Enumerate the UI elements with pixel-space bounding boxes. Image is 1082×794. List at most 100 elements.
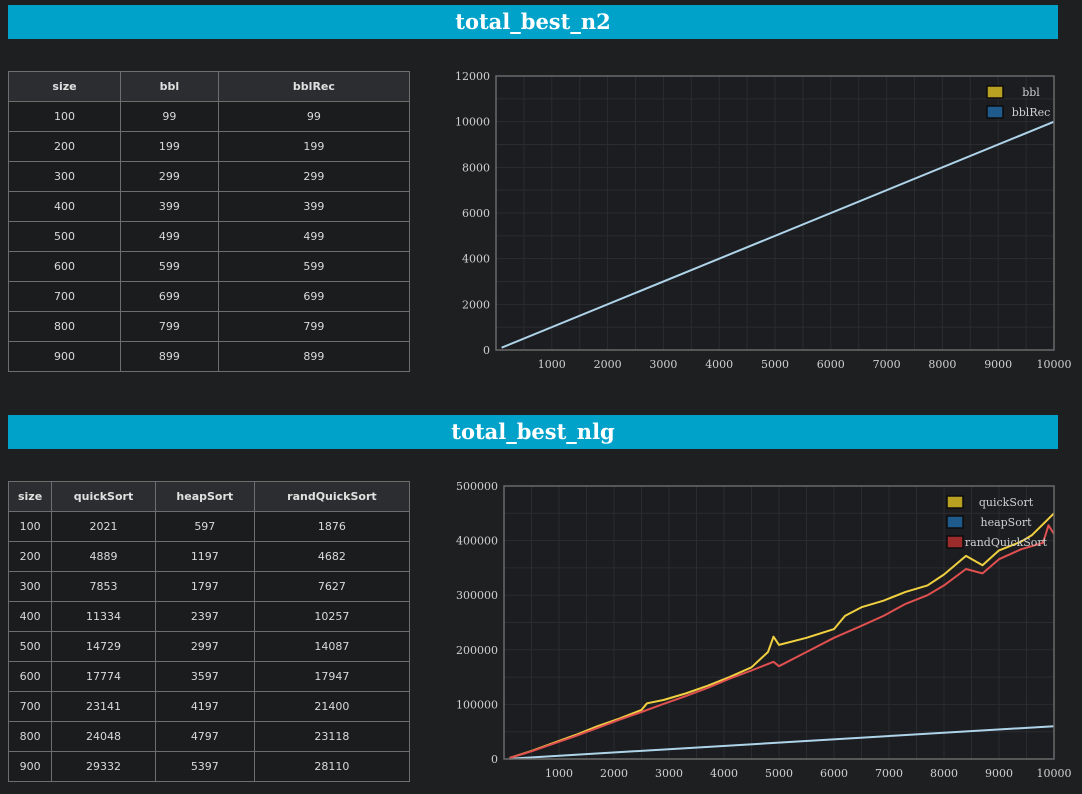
x-tick-label: 8000 — [928, 358, 956, 371]
table-cell: 24048 — [51, 721, 156, 752]
legend-label-randQuickSort: randQuickSort — [965, 536, 1048, 549]
table-row: 600 17774 3597 17947 — [7, 661, 411, 692]
table-cell: 699 — [217, 281, 411, 312]
table-row: 400 399 399 — [8, 191, 411, 222]
series-line-quickSort — [509, 512, 1055, 759]
x-tick-label: 3000 — [655, 767, 683, 780]
table-cell: 500 — [8, 221, 121, 252]
x-tick-label: 1000 — [538, 358, 566, 371]
table-row: 100 99 99 — [8, 101, 411, 132]
table-cell: 4197 — [154, 691, 255, 722]
table-cell: 200 — [8, 131, 121, 162]
table-cell: 7627 — [253, 571, 411, 602]
table-cell: 100 — [8, 101, 121, 132]
table-cell: 17774 — [51, 661, 156, 692]
table-row: 200 4889 1197 4682 — [7, 541, 411, 572]
table-cell: 900 — [7, 751, 53, 782]
table-row: 400 11334 2397 10257 — [7, 601, 411, 632]
table-cell: 799 — [217, 311, 411, 342]
y-tick-label: 8000 — [462, 161, 490, 174]
table-cell: 21400 — [253, 691, 411, 722]
series-line-bblRec — [501, 120, 1055, 349]
table-row: 300 7853 1797 7627 — [7, 571, 411, 602]
table-cell: 500 — [7, 631, 53, 662]
table-row: 600 599 599 — [8, 251, 411, 282]
plot-frame — [503, 485, 1055, 760]
table-cell: 799 — [120, 311, 219, 342]
table-cell: 597 — [154, 511, 255, 542]
table-cell: 23141 — [51, 691, 156, 722]
section-title-n2: total_best_n2 — [8, 5, 1058, 39]
table-cell: 14087 — [253, 631, 411, 662]
table-cell: 900 — [8, 341, 121, 372]
table-header-row: size bbl bblRec — [8, 71, 411, 102]
table-row: 500 14729 2997 14087 — [7, 631, 411, 662]
table-cell: 899 — [217, 341, 411, 372]
table-cell: 200 — [7, 541, 53, 572]
table-cell: 2397 — [154, 601, 255, 632]
table-cell: 400 — [8, 191, 121, 222]
x-tick-label: 7000 — [873, 358, 901, 371]
table-cell: 300 — [8, 161, 121, 192]
table-row: 500 499 499 — [8, 221, 411, 252]
data-table-n2: size bbl bblRec 100 99 99 200 199 199 300 299 299 4… — [8, 71, 411, 372]
column-header-heapSort: heapSort — [154, 481, 255, 512]
x-tick-label: 6000 — [820, 767, 848, 780]
table-cell: 800 — [7, 721, 53, 752]
table-row: 200 199 199 — [8, 131, 411, 162]
x-tick-label: 5000 — [761, 358, 789, 371]
x-tick-label: 5000 — [765, 767, 793, 780]
chart-n2: 1000 2000 3000 4000 5000 6000 7000 8000 9000 1000… — [455, 70, 1072, 371]
table-cell: 99 — [120, 101, 219, 132]
column-header-size: size — [7, 481, 53, 512]
table-cell: 14729 — [51, 631, 156, 662]
y-tick-label: 500000 — [456, 480, 498, 493]
x-tick-label: 4000 — [710, 767, 738, 780]
column-header-bblRec: bblRec — [217, 71, 411, 102]
table-cell: 400 — [7, 601, 53, 632]
legend-swatch-bblRec — [986, 105, 1004, 119]
table-row: 800 799 799 — [8, 311, 411, 342]
x-tick-label: 6000 — [817, 358, 845, 371]
y-tick-label: 10000 — [455, 116, 490, 129]
y-tick-label: 100000 — [456, 698, 498, 711]
legend-swatch-heapSort — [946, 515, 964, 529]
table-cell: 1797 — [154, 571, 255, 602]
x-tick-label: 2000 — [594, 358, 622, 371]
column-header-bbl: bbl — [120, 71, 219, 102]
table-cell: 28110 — [253, 751, 411, 782]
table-cell: 899 — [120, 341, 219, 372]
y-tick-label: 4000 — [462, 253, 490, 266]
table-cell: 599 — [217, 251, 411, 282]
table-row: 700 699 699 — [8, 281, 411, 312]
table-cell: 4682 — [253, 541, 411, 572]
legend: quickSort heapSort randQuickSort — [946, 495, 1048, 549]
table-cell: 3597 — [154, 661, 255, 692]
table-cell: 29332 — [51, 751, 156, 782]
table-cell: 499 — [217, 221, 411, 252]
y-tick-label: 6000 — [462, 207, 490, 220]
table-cell: 99 — [217, 101, 411, 132]
table-cell: 700 — [8, 281, 121, 312]
column-header-randQuickSort: randQuickSort — [253, 481, 411, 512]
y-tick-label: 0 — [491, 753, 498, 766]
table-cell: 600 — [8, 251, 121, 282]
data-table-nlg: size quickSort heapSort randQuickSort 100 20… — [7, 481, 411, 782]
legend: bbl bblRec — [986, 85, 1050, 119]
table-cell: 199 — [217, 131, 411, 162]
table-header-row: size quickSort heapSort randQuickSort — [7, 481, 411, 512]
table-cell: 1197 — [154, 541, 255, 572]
chart-nlg: 1000 2000 3000 4000 5000 6000 7000 8000 9000 1000… — [456, 480, 1072, 780]
table-cell: 7853 — [51, 571, 156, 602]
column-header-size: size — [8, 71, 121, 102]
table-row: 300 299 299 — [8, 161, 411, 192]
x-tick-label: 2000 — [600, 767, 628, 780]
table-row: 900 899 899 — [8, 341, 411, 372]
table-cell: 800 — [8, 311, 121, 342]
x-tick-label: 3000 — [649, 358, 677, 371]
table-cell: 299 — [120, 161, 219, 192]
table-cell: 299 — [217, 161, 411, 192]
legend-label-heapSort: heapSort — [980, 516, 1032, 529]
table-cell: 17947 — [253, 661, 411, 692]
x-tick-label: 10000 — [1037, 767, 1072, 780]
